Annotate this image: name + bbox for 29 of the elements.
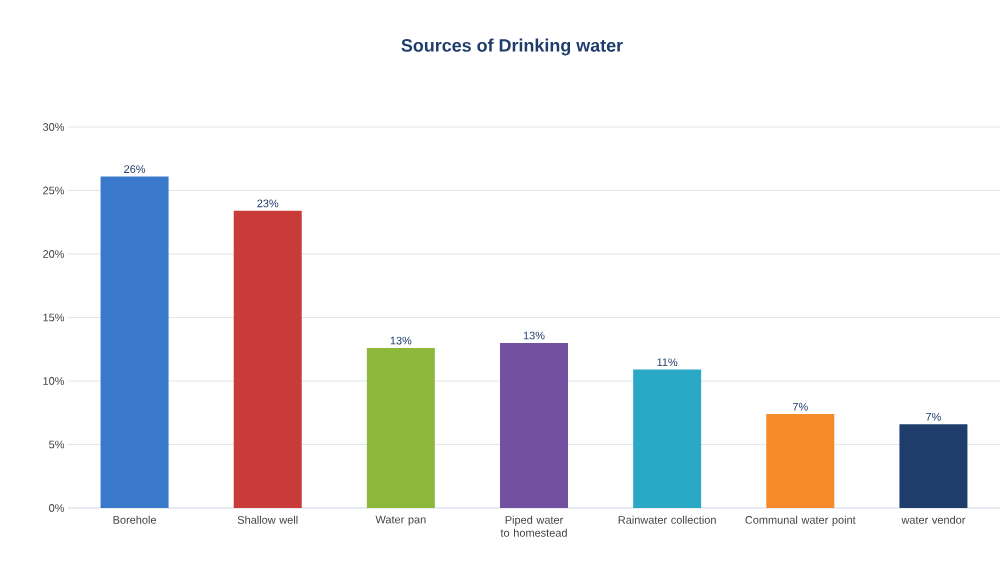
y-tick-label: 30% <box>42 123 65 131</box>
y-tick-label: 15% <box>43 313 65 322</box>
data-label: 26% <box>124 165 146 173</box>
x-tick-label: water vendor <box>901 515 966 524</box>
y-tick-label: 20% <box>43 250 65 258</box>
y-tick-label: 0% <box>49 504 65 512</box>
data-label: 7% <box>926 412 941 421</box>
chart-title: Sources of Drinking water <box>401 38 623 56</box>
bar <box>766 414 835 508</box>
x-tick-label: Piped water to homestead <box>500 515 567 537</box>
data-label: 13% <box>523 331 545 340</box>
y-tick-label: 10% <box>43 377 65 385</box>
y-tick-label: 5% <box>49 440 65 449</box>
x-tick-label: Communal water point <box>745 515 856 526</box>
x-tick-label: Shallow well <box>237 515 298 524</box>
data-label: 11% <box>657 358 678 367</box>
x-tick-label: Water pan <box>375 515 426 526</box>
data-label: 13% <box>390 336 412 345</box>
bar <box>366 347 435 508</box>
bar <box>500 342 569 508</box>
bar <box>100 176 169 508</box>
bar <box>633 369 702 508</box>
data-label: 7% <box>792 402 808 411</box>
bar <box>233 210 302 508</box>
x-tick-label: Borehole <box>113 515 157 524</box>
bar <box>899 424 968 508</box>
data-label: 23% <box>257 199 279 208</box>
x-tick-label: Rainwater collection <box>618 515 716 524</box>
y-tick-label: 25% <box>43 186 65 195</box>
